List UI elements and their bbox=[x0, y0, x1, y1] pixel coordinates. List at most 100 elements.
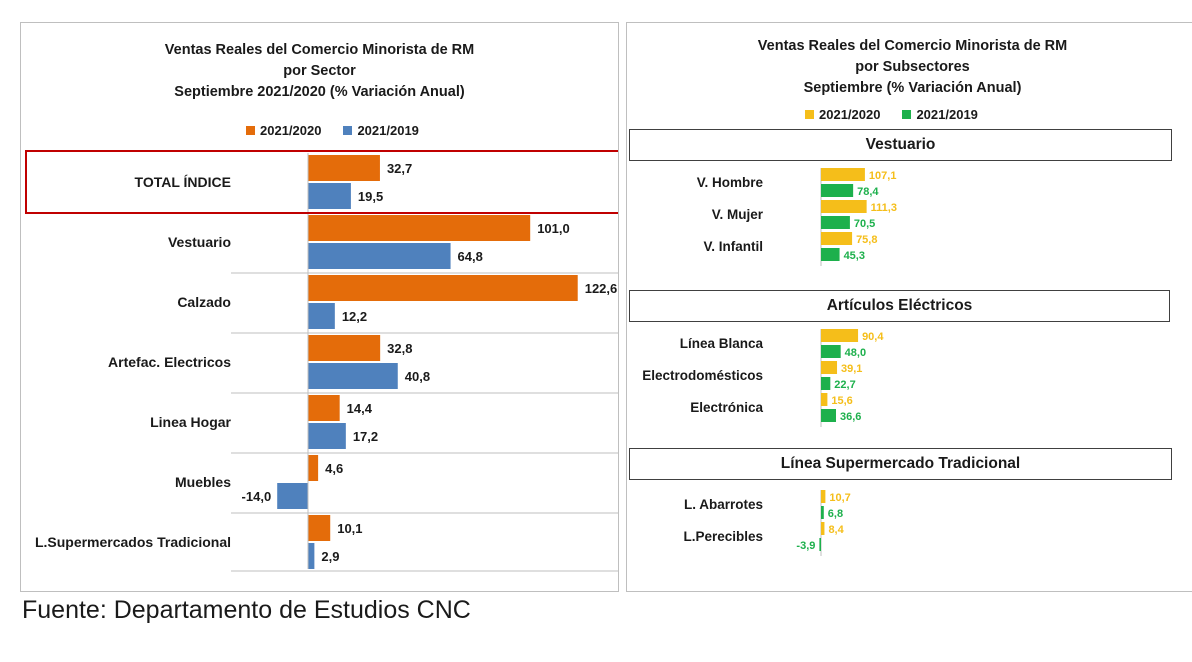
bar-2021-2019 bbox=[308, 363, 398, 389]
subcategory-label-l-abarrotes: L. Abarrotes bbox=[683, 497, 763, 512]
data-label: 111,3 bbox=[871, 202, 897, 214]
legend-swatch-orange bbox=[246, 126, 255, 135]
bar-2021-2019 bbox=[308, 303, 335, 329]
data-label: 2,9 bbox=[321, 549, 339, 564]
sector-title-line-3: Septiembre 2021/2020 (% Variación Anual) bbox=[174, 84, 465, 100]
section-header-articulos-electricos: Artículos Eléctricos bbox=[629, 290, 1170, 322]
bar-2021-2019 bbox=[821, 345, 841, 358]
legend-label: 2021/2020 bbox=[819, 107, 881, 122]
subsector-chart-panel: Ventas Reales del Comercio Minorista de … bbox=[626, 22, 1192, 592]
data-label: 14,4 bbox=[347, 401, 373, 416]
sector-chart-title: Ventas Reales del Comercio Minorista de … bbox=[21, 40, 618, 103]
subcategory-label-v-infantil: V. Infantil bbox=[703, 239, 763, 254]
legend-item-2021-2019: 2021/2019 bbox=[343, 123, 419, 138]
bar-2021-2020 bbox=[821, 522, 825, 535]
data-label: 17,2 bbox=[353, 429, 378, 444]
legend-swatch-blue bbox=[343, 126, 353, 135]
data-label: 22,7 bbox=[834, 379, 855, 391]
section-header-vestuario: Vestuario bbox=[629, 129, 1172, 161]
category-label-total-indice: TOTAL ÍNDICE bbox=[134, 174, 231, 190]
legend-item-2021-2020: 2021/2020 bbox=[246, 123, 321, 138]
data-label: 4,6 bbox=[325, 461, 343, 476]
data-label: 101,0 bbox=[537, 221, 570, 236]
data-label: 15,6 bbox=[831, 395, 852, 407]
data-label: -14,0 bbox=[242, 489, 272, 504]
sector-chart-panel: Ventas Reales del Comercio Minorista de … bbox=[20, 22, 619, 592]
subsector-legend: 2021/2020 2021/2019 bbox=[805, 107, 978, 122]
bar-2021-2019 bbox=[821, 248, 840, 261]
legend-item-2021-2019: 2021/2019 bbox=[902, 107, 978, 122]
data-label: 32,7 bbox=[387, 161, 412, 176]
data-label: 107,1 bbox=[869, 170, 897, 182]
category-label-muebles: Muebles bbox=[174, 474, 231, 490]
subsector-title-line-1: Ventas Reales del Comercio Minorista de … bbox=[757, 38, 1068, 54]
bar-2021-2020 bbox=[308, 275, 578, 301]
data-label: 12,2 bbox=[342, 309, 367, 324]
subcategory-label-l-perecibles: L.Perecibles bbox=[683, 529, 763, 544]
bar-2021-2019 bbox=[308, 423, 346, 449]
bar-2021-2019 bbox=[277, 483, 308, 509]
sector-title-line-1: Ventas Reales del Comercio Minorista de … bbox=[164, 42, 475, 58]
bar-2021-2020 bbox=[821, 393, 828, 406]
bar-2021-2020 bbox=[308, 215, 531, 241]
legend-swatch-green bbox=[902, 110, 912, 119]
data-label: 64,8 bbox=[458, 249, 483, 264]
data-label: 48,0 bbox=[845, 347, 866, 359]
subsector-bar-chart: 107,1 78,4 111,3 70,5 75,8 45,3 90,4 48,0 39,1 22… bbox=[796, 168, 897, 556]
highlight-box-total-indice bbox=[25, 150, 618, 214]
section-header-linea-supermercado: Línea Supermercado Tradicional bbox=[629, 448, 1172, 480]
subcategory-label-v-hombre: V. Hombre bbox=[696, 175, 763, 190]
subcategory-label-v-mujer: V. Mujer bbox=[711, 207, 763, 222]
subcategory-label-linea-blanca: Línea Blanca bbox=[679, 336, 763, 351]
bar-2021-2019 bbox=[821, 216, 850, 229]
bar-2021-2020 bbox=[821, 490, 826, 503]
data-label: 45,3 bbox=[844, 250, 865, 262]
data-label: 70,5 bbox=[854, 218, 875, 230]
bar-2021-2020 bbox=[821, 168, 865, 181]
legend-swatch-yellow bbox=[805, 110, 814, 119]
bar-2021-2020 bbox=[308, 455, 319, 481]
bar-2021-2019 bbox=[821, 506, 824, 519]
bar-2021-2020 bbox=[308, 515, 331, 541]
data-label: 39,1 bbox=[841, 363, 862, 375]
legend-label: 2021/2020 bbox=[260, 123, 322, 138]
data-label: 8,4 bbox=[828, 524, 844, 536]
sector-bar-chart: 32,7 19,5 101,0 64,8 122,6 12,2 32,8 40,8 14,4 17… bbox=[25, 150, 618, 572]
data-label: 6,8 bbox=[828, 508, 843, 520]
bar-2021-2020 bbox=[308, 335, 381, 361]
bar-2021-2020 bbox=[821, 329, 859, 342]
data-label: 78,4 bbox=[857, 186, 879, 198]
data-label: 40,8 bbox=[405, 369, 430, 384]
bar-2021-2019 bbox=[821, 184, 854, 197]
category-label-vestuario: Vestuario bbox=[167, 234, 231, 250]
data-label: 36,6 bbox=[840, 411, 861, 423]
category-label-linea-hogar: Linea Hogar bbox=[150, 414, 231, 430]
data-label: 90,4 bbox=[862, 331, 884, 343]
subsector-chart-title: Ventas Reales del Comercio Minorista de … bbox=[627, 36, 1192, 99]
bar-2021-2020 bbox=[821, 361, 838, 374]
legend-label: 2021/2019 bbox=[916, 107, 978, 122]
data-label: 19,5 bbox=[358, 189, 383, 204]
bar-2021-2019 bbox=[821, 377, 831, 390]
data-label: 10,1 bbox=[337, 521, 362, 536]
bar-2021-2019 bbox=[308, 243, 451, 269]
category-label-l-supermercados: L.Supermercados Tradicional bbox=[34, 534, 231, 550]
bar-2021-2019 bbox=[308, 183, 351, 209]
data-label: 75,8 bbox=[856, 234, 877, 246]
source-note: Fuente: Departamento de Estudios CNC bbox=[22, 596, 471, 624]
data-label: -3,9 bbox=[796, 540, 815, 552]
category-label-artefac-electricos: Artefac. Electricos bbox=[108, 354, 231, 370]
bar-2021-2020 bbox=[308, 395, 340, 421]
subcategory-label-electrodomesticos: Electrodomésticos bbox=[642, 368, 763, 383]
data-label: 32,8 bbox=[387, 341, 412, 356]
data-label: 10,7 bbox=[829, 492, 850, 504]
legend-label: 2021/2019 bbox=[357, 123, 419, 138]
sector-title-line-2: por Sector bbox=[283, 63, 356, 79]
bar-2021-2019 bbox=[308, 543, 315, 569]
category-label-calzado: Calzado bbox=[177, 294, 231, 310]
subsector-title-line-2: por Subsectores bbox=[855, 59, 970, 75]
subcategory-label-electronica: Electrónica bbox=[690, 400, 763, 415]
legend-item-2021-2020: 2021/2020 bbox=[805, 107, 880, 122]
data-label: 122,6 bbox=[585, 281, 618, 296]
bar-2021-2020 bbox=[821, 232, 853, 245]
